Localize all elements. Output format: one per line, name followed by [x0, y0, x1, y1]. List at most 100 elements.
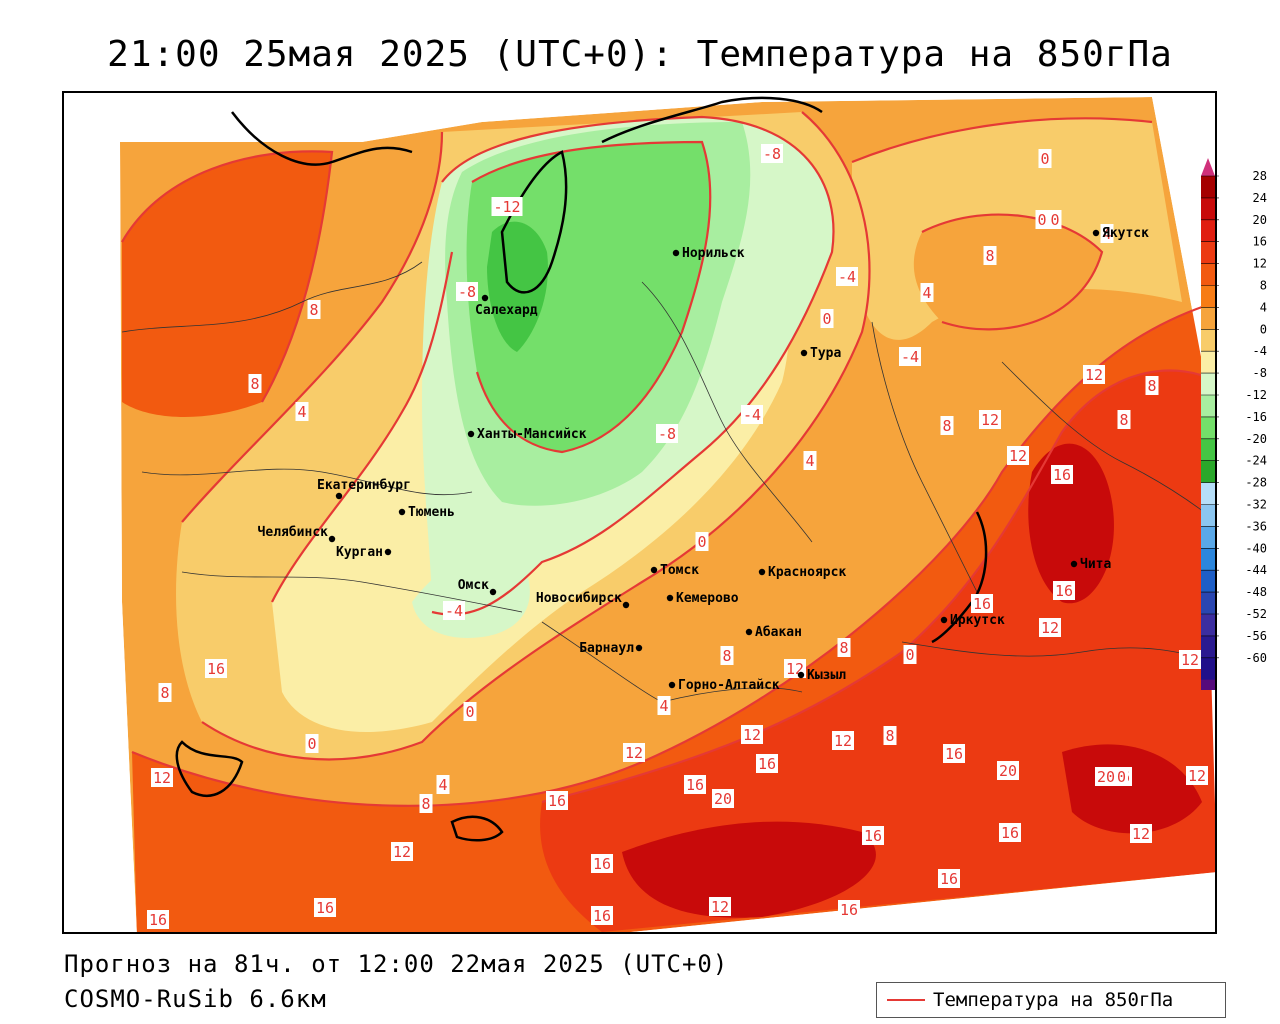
contour-label: 12	[1041, 619, 1059, 637]
contour-label-bg	[657, 696, 671, 715]
colorbar-swatch	[1201, 438, 1215, 462]
city-marker	[666, 594, 674, 602]
contour-label: 8	[839, 639, 848, 657]
contour-label-bg	[656, 424, 678, 443]
contour-label: -4	[445, 602, 463, 620]
isotherm-line	[851, 117, 1153, 164]
city-label: Салехард	[475, 303, 538, 318]
contour-label-bg	[1048, 210, 1062, 229]
field-west-12	[122, 151, 332, 417]
contour-label-bg	[491, 197, 523, 216]
contour-label-bg	[419, 794, 433, 813]
temperature-map: -8 -12 -8 8 -4 4 0 -4 -8 -4 4 0 0 8 4 8 8 4 8 12 12 8 12 16 12 12…	[62, 91, 1217, 934]
contour-label-bg	[147, 910, 169, 929]
colorbar-tick-label: -40	[1245, 541, 1267, 555]
contour-label-bg	[920, 283, 934, 302]
contour-label-bg	[463, 702, 477, 721]
contour-label-bg	[1035, 210, 1049, 229]
contour-label: 8	[885, 727, 894, 745]
contour-label: 0	[697, 533, 706, 551]
colorbar-swatch	[1201, 285, 1215, 308]
contour-label: 4	[438, 776, 447, 794]
isotherm-line	[271, 251, 454, 603]
contour-label: 8	[722, 647, 731, 665]
colorbar-swatch	[1201, 679, 1215, 690]
city-marker	[335, 492, 343, 500]
colorbar: 28 24 20 16 12 8 4 0 -4 -8 -12 -16 -20 -24 -28 -32 -36 -4…	[1201, 158, 1267, 690]
isotherm-line	[921, 213, 1104, 331]
legend-label: Температура на 850гПа	[933, 989, 1174, 1011]
colorbar-tick-label: -56	[1245, 629, 1267, 643]
colorbar-swatch	[1201, 373, 1215, 396]
contour-label-bg	[971, 594, 993, 613]
city-label: Красноярск	[768, 565, 846, 580]
contour-label: 16	[548, 792, 566, 810]
contour-label: 12	[393, 843, 411, 861]
colorbar-tick-label: -28	[1245, 476, 1267, 490]
colorbar-swatch	[1201, 219, 1215, 243]
contour-label: 8	[985, 247, 994, 265]
colorbar-swatch	[1201, 351, 1215, 374]
contour-label-bg	[883, 726, 897, 745]
contour-label-bg	[1130, 824, 1152, 843]
contour-label: 8	[1147, 377, 1156, 395]
border-line	[181, 571, 523, 613]
contour-label: 4	[922, 284, 931, 302]
border-line	[871, 321, 983, 603]
colorbar-swatch	[1201, 263, 1215, 286]
colorbar-swatch	[1201, 635, 1215, 659]
contour-label-bg	[695, 532, 709, 551]
contour-label-bg	[943, 744, 965, 763]
border-line	[141, 468, 473, 496]
city-label: Томск	[660, 563, 699, 578]
contour-label: 12	[1132, 825, 1150, 843]
contour-label: 16	[686, 776, 704, 794]
contour-label-bg	[899, 347, 921, 366]
city-label: Челябинск	[258, 525, 329, 540]
contour-label-bg	[938, 869, 960, 888]
legend: Температура на 850гПа	[876, 982, 1226, 1018]
contour-label: 16	[593, 855, 611, 873]
contour-label-bg	[305, 734, 319, 753]
contour-label-bg	[158, 683, 172, 702]
contour-label: 0	[905, 646, 914, 664]
colorbar-swatch	[1201, 482, 1215, 505]
contour-label-bg	[709, 897, 731, 916]
contour-label-bg	[756, 754, 778, 773]
contour-label: 12	[153, 769, 171, 787]
contour-label-bg	[832, 731, 854, 750]
contour-label: -12	[493, 198, 520, 216]
contour-label: 16	[207, 660, 225, 678]
city-marker	[800, 349, 808, 357]
city-marker	[650, 566, 658, 574]
contour-label-bg	[836, 267, 858, 286]
contour-label: 12	[981, 411, 999, 429]
contour-label: 0	[1040, 150, 1049, 168]
caspian	[175, 740, 244, 797]
legend-line-swatch	[887, 999, 925, 1001]
city-label: Норильск	[682, 246, 745, 261]
colorbar-swatch	[1201, 395, 1215, 418]
isotherm-line	[431, 115, 835, 616]
coastline-north	[231, 111, 413, 166]
contour-label: 12	[1085, 366, 1103, 384]
city-marker	[481, 294, 489, 302]
contour-label-bg	[591, 906, 613, 925]
contour-label: 12	[711, 898, 729, 916]
contour-label-bg	[591, 854, 613, 873]
contour-label: 16	[316, 899, 334, 917]
city-label: Кызыл	[807, 668, 846, 683]
contour-label-bg	[979, 410, 1001, 429]
contour-label-bg	[456, 282, 478, 301]
colorbar-swatch	[1201, 657, 1215, 681]
contour-label: 8	[160, 684, 169, 702]
colorbar-tick-label: -12	[1245, 388, 1267, 402]
contour-label: 8	[942, 417, 951, 435]
colorbar-swatch	[1201, 526, 1215, 549]
colorbar-swatch	[1201, 614, 1215, 637]
city-label: Новосибирск	[536, 591, 622, 606]
colorbar-tick-label: 12	[1253, 257, 1267, 271]
field-east-20	[1028, 443, 1114, 604]
colorbar-tick-label: -52	[1245, 607, 1267, 621]
contour-label-bg	[1083, 365, 1105, 384]
